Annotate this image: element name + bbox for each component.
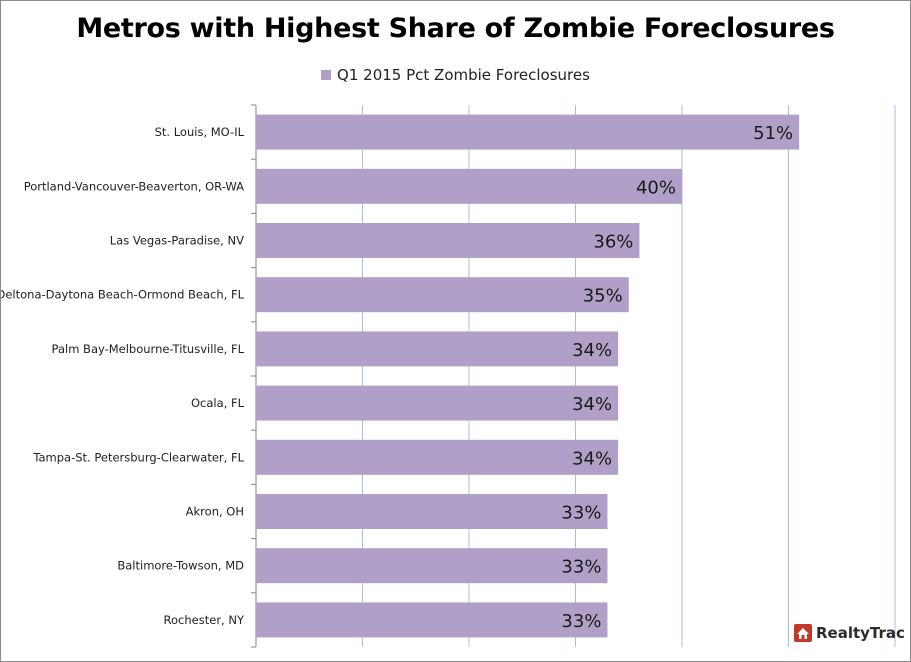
logo-text: RealtyTrac bbox=[816, 624, 905, 642]
bar bbox=[256, 494, 608, 529]
category-label: Ocala, FL bbox=[191, 396, 245, 410]
category-label: Deltona-Daytona Beach-Ormond Beach, FL bbox=[1, 288, 245, 302]
category-label: St. Louis, MO-IL bbox=[155, 125, 245, 139]
category-label: Portland-Vancouver-Beaverton, OR-WA bbox=[24, 179, 244, 193]
data-label: 33% bbox=[561, 611, 601, 632]
bar bbox=[256, 114, 800, 150]
category-label: Rochester, NY bbox=[164, 613, 245, 627]
data-label: 33% bbox=[561, 503, 601, 524]
legend-swatch bbox=[321, 70, 332, 80]
chart-title: Metros with Highest Share of Zombie Fore… bbox=[76, 13, 835, 44]
bar bbox=[256, 548, 608, 584]
bar bbox=[256, 223, 640, 258]
category-label: Tampa-St. Petersburg-Clearwater, FL bbox=[32, 450, 244, 464]
bar bbox=[256, 277, 629, 313]
bar bbox=[256, 602, 608, 638]
data-label: 51% bbox=[753, 123, 793, 144]
bar bbox=[256, 168, 682, 204]
data-label: 34% bbox=[572, 340, 612, 361]
data-label: 34% bbox=[572, 448, 612, 469]
data-label: 35% bbox=[583, 286, 623, 307]
bar bbox=[256, 331, 619, 367]
data-label: 34% bbox=[572, 394, 612, 415]
data-label: 40% bbox=[636, 177, 676, 198]
realtytrac-logo: RealtyTrac bbox=[793, 623, 905, 643]
category-label: Baltimore-Towson, MD bbox=[117, 559, 244, 573]
data-label: 33% bbox=[561, 557, 601, 578]
category-label: Las Vegas-Paradise, NV bbox=[110, 234, 244, 248]
data-label: 36% bbox=[593, 232, 633, 253]
category-label: Palm Bay-Melbourne-Titusville, FL bbox=[52, 342, 245, 356]
bar bbox=[256, 439, 619, 475]
legend: Q1 2015 Pct Zombie Foreclosures bbox=[1, 66, 910, 84]
category-label: Akron, OH bbox=[186, 505, 244, 519]
legend-label: Q1 2015 Pct Zombie Foreclosures bbox=[337, 66, 590, 84]
bar bbox=[256, 385, 619, 421]
house-logo-icon bbox=[794, 624, 812, 642]
